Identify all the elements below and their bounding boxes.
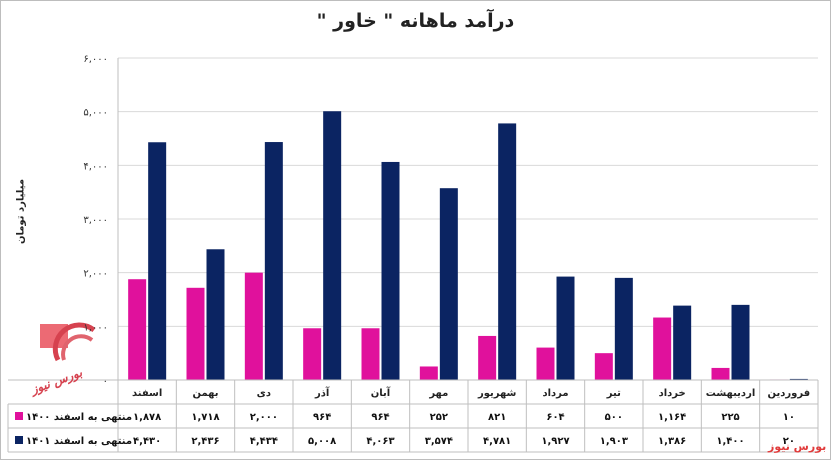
bar bbox=[128, 279, 147, 380]
bar bbox=[303, 328, 322, 380]
bar bbox=[439, 188, 458, 380]
value-label: ۹۶۴ bbox=[313, 412, 331, 423]
bar bbox=[206, 249, 225, 380]
bar bbox=[711, 367, 730, 380]
bar bbox=[264, 142, 283, 380]
bar bbox=[594, 353, 613, 380]
category-label: آبان bbox=[371, 386, 391, 399]
bar bbox=[323, 111, 342, 380]
value-label: ۱,۱۶۴ bbox=[658, 412, 686, 423]
category-label: بهمن bbox=[192, 388, 218, 399]
category-label: اسفند bbox=[132, 388, 162, 399]
bar bbox=[653, 317, 672, 380]
value-label: ۴,۷۸۱ bbox=[483, 436, 511, 447]
y-tick-label: ۲,۰۰۰ bbox=[83, 269, 108, 280]
value-label: ۲,۴۳۶ bbox=[191, 436, 219, 447]
value-label: ۱,۹۲۷ bbox=[541, 436, 569, 447]
y-tick-label: ۶,۰۰۰ bbox=[83, 54, 108, 65]
bar bbox=[556, 276, 575, 380]
bar bbox=[673, 305, 692, 380]
bar bbox=[498, 123, 517, 380]
value-label: ۸۲۱ bbox=[488, 412, 506, 423]
logo-arc-outer bbox=[52, 322, 96, 362]
category-label: آذر bbox=[314, 386, 330, 399]
borsnews-logo bbox=[40, 322, 96, 362]
legend-swatch bbox=[15, 412, 23, 420]
chart-title: درآمد ماهانه " خاور " bbox=[316, 10, 515, 32]
value-label: ۱,۳۸۶ bbox=[658, 436, 686, 447]
bar bbox=[419, 366, 438, 380]
bar bbox=[361, 328, 380, 380]
logo-arc-inner bbox=[61, 334, 94, 361]
bar bbox=[244, 272, 263, 380]
category-label: فروردین bbox=[768, 388, 811, 399]
legend-label: منتهی به اسفند ۱۴۰۰ bbox=[26, 412, 132, 423]
category-label: مهر bbox=[428, 388, 448, 399]
bar bbox=[536, 347, 555, 380]
bar bbox=[789, 378, 808, 380]
bar bbox=[731, 304, 750, 380]
value-label: ۲,۰۰۰ bbox=[250, 412, 278, 423]
bar bbox=[478, 335, 497, 380]
bar bbox=[381, 161, 400, 380]
value-label: ۴,۴۳۴ bbox=[250, 436, 278, 447]
legend-swatch bbox=[15, 436, 23, 444]
bar bbox=[614, 277, 633, 380]
category-label: دی bbox=[257, 388, 271, 399]
y-tick-label: ۴,۰۰۰ bbox=[83, 161, 108, 172]
brand-label: بورس نیوز bbox=[768, 440, 827, 453]
value-label: ۵,۰۰۸ bbox=[308, 436, 336, 447]
value-label: ۴,۰۶۳ bbox=[366, 436, 394, 447]
value-label: ۳,۵۷۴ bbox=[425, 436, 453, 447]
value-label: ۱,۴۰۰ bbox=[716, 436, 744, 447]
value-label: ۱,۷۱۸ bbox=[191, 412, 219, 423]
value-label: ۲۵۲ bbox=[430, 412, 448, 423]
category-label: خرداد bbox=[659, 388, 686, 399]
value-label: ۲۰ bbox=[783, 436, 795, 447]
value-label: ۱۰ bbox=[783, 412, 795, 423]
bar bbox=[148, 142, 167, 380]
value-label: ۶۰۴ bbox=[546, 412, 564, 423]
legend-label: منتهی به اسفند ۱۴۰۱ bbox=[26, 436, 132, 447]
y-tick-label: ۱,۰۰۰ bbox=[83, 322, 108, 333]
value-label: ۹۶۴ bbox=[371, 412, 389, 423]
value-label: ۱,۸۷۸ bbox=[133, 412, 161, 423]
value-label: ۱,۹۰۳ bbox=[600, 436, 628, 447]
category-label: مرداد bbox=[542, 388, 568, 399]
value-label: ۴,۴۳۰ bbox=[133, 436, 161, 447]
value-label: ۲۲۵ bbox=[721, 412, 739, 423]
y-tick-label: ۵,۰۰۰ bbox=[83, 108, 108, 119]
y-tick-label: ۳,۰۰۰ bbox=[83, 215, 108, 226]
value-label: ۵۰۰ bbox=[605, 412, 623, 423]
category-label: اردیبهشت bbox=[706, 388, 756, 399]
category-label: شهریور bbox=[477, 388, 517, 399]
category-label: تیر bbox=[606, 388, 621, 399]
y-tick-label: ۰ bbox=[103, 376, 108, 387]
bar bbox=[186, 287, 205, 380]
